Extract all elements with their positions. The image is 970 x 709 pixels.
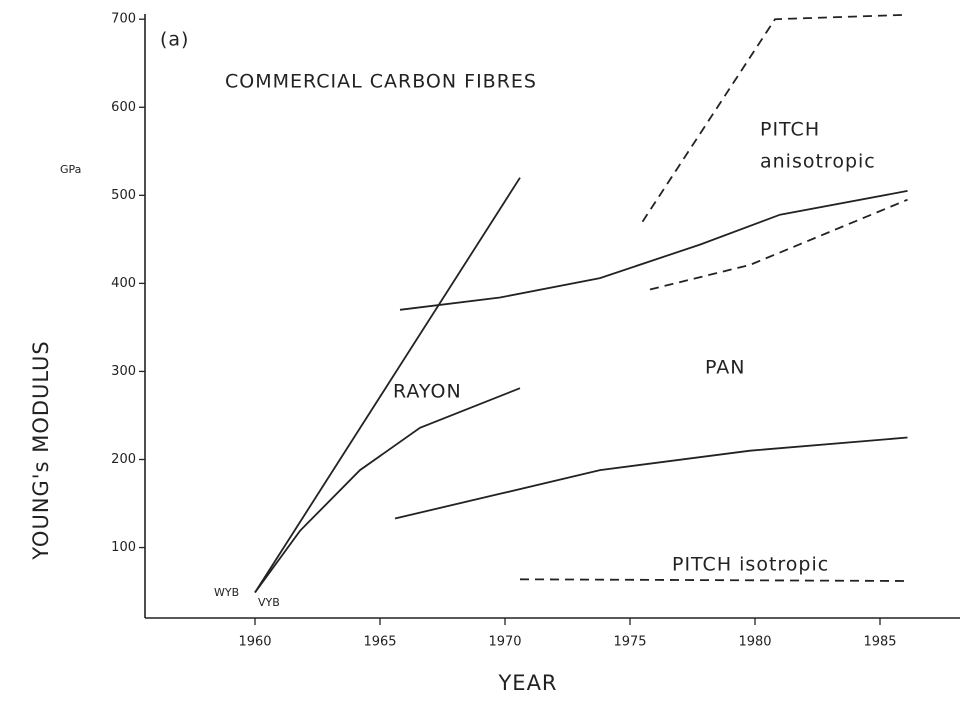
y-axis-title: YOUNG's MODULUS [29, 340, 53, 561]
x-tick-label: 1985 [863, 635, 896, 650]
series-line [254, 177, 521, 593]
annotation: PAN [705, 357, 745, 379]
series-line [649, 198, 908, 291]
y-tick-label: 500 [111, 188, 136, 203]
y-tick-label: 200 [111, 452, 136, 467]
y-tick-label: 100 [111, 540, 136, 555]
y-tick-label: 300 [111, 364, 136, 379]
series-line [399, 190, 908, 311]
y-tick-label: 600 [111, 100, 136, 115]
x-tick-label: 1965 [363, 635, 396, 650]
annotation: RAYON [393, 381, 462, 403]
annotation: WYB [214, 586, 239, 599]
series-line [519, 578, 908, 582]
x-tick-label: 1960 [238, 635, 271, 650]
y-tick-label: 400 [111, 276, 136, 291]
y-tick-label: 700 [111, 12, 136, 27]
series-line [394, 436, 908, 520]
series-line [254, 387, 521, 594]
annotation: GPa [60, 163, 81, 176]
annotation: COMMERCIAL CARBON FIBRES [225, 71, 537, 93]
x-axis-title: YEAR [497, 671, 557, 695]
annotation: (a) [160, 29, 189, 51]
annotation: VYB [258, 596, 280, 609]
x-tick-label: 1980 [738, 635, 771, 650]
x-tick-label: 1970 [488, 635, 521, 650]
annotation: anisotropic [760, 151, 876, 173]
annotation: PITCH [760, 119, 820, 141]
x-tick-label: 1975 [613, 635, 646, 650]
annotation: PITCH isotropic [672, 554, 829, 576]
series-line [641, 13, 908, 223]
